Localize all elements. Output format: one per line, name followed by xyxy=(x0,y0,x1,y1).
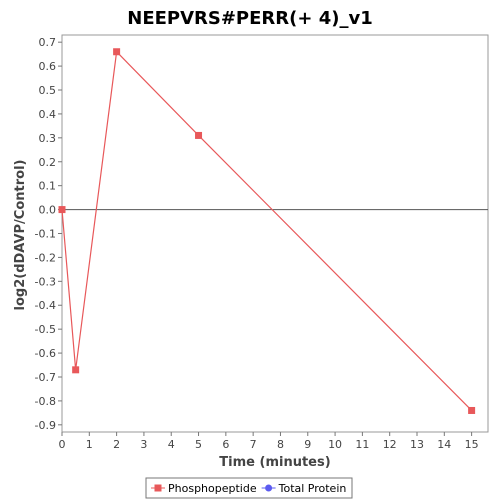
x-axis-label: Time (minutes) xyxy=(219,455,330,470)
x-tick-label: 7 xyxy=(250,438,257,451)
y-tick-label: 0.0 xyxy=(39,204,57,217)
data-point xyxy=(468,406,476,414)
x-tick-label: 12 xyxy=(383,438,397,451)
y-tick-label: 0.2 xyxy=(39,156,57,169)
data-point xyxy=(113,48,121,56)
y-tick-label: -0.4 xyxy=(35,299,56,312)
legend: Phosphopeptide Total Protein xyxy=(145,477,353,499)
legend-label: Total Protein xyxy=(278,482,347,495)
y-tick-label: 0.7 xyxy=(39,36,57,49)
y-tick-label: -0.5 xyxy=(35,323,56,336)
y-tick-label: -0.3 xyxy=(35,275,56,288)
y-tick-label: 0.3 xyxy=(39,132,57,145)
y-tick-label: 0.5 xyxy=(39,84,57,97)
plot-frame xyxy=(61,34,489,433)
x-tick-label: 1 xyxy=(86,438,93,451)
legend-label: Phosphopeptide xyxy=(168,482,257,495)
x-tick-label: 13 xyxy=(410,438,424,451)
series-layer xyxy=(58,48,476,414)
x-axis: 0 1 2 3 4 5 6 7 8 9 10 11 12 13 14 15 xyxy=(59,432,479,451)
x-tick-label: 6 xyxy=(222,438,229,451)
y-axis: 0.7 0.6 0.5 0.4 0.3 0.2 0.1 0.0 -0.1 -0.2 -0.3 -0.4… xyxy=(35,36,62,432)
y-tick-label: -0.1 xyxy=(35,228,56,241)
x-tick-label: 2 xyxy=(113,438,120,451)
y-tick-label: -0.2 xyxy=(35,251,56,264)
data-point xyxy=(72,366,80,374)
y-tick-label: 0.1 xyxy=(39,180,57,193)
y-tick-label: -0.6 xyxy=(35,347,56,360)
x-tick-label: 3 xyxy=(140,438,147,451)
x-tick-label: 0 xyxy=(59,438,66,451)
x-tick-label: 9 xyxy=(304,438,311,451)
data-point xyxy=(195,131,203,139)
x-tick-label: 11 xyxy=(355,438,369,451)
legend-item-phosphopeptide: Phosphopeptide xyxy=(151,482,257,495)
legend-item-total-protein: Total Protein xyxy=(261,482,347,495)
y-tick-label: -0.8 xyxy=(35,395,56,408)
y-tick-label: 0.4 xyxy=(39,108,57,121)
chart-title: NEEPVRS#PERR(+ 4)_v1 xyxy=(127,8,372,29)
x-tick-label: 10 xyxy=(328,438,342,451)
legend-box xyxy=(145,477,353,499)
y-tick-label: 0.6 xyxy=(39,60,57,73)
y-tick-label: -0.7 xyxy=(35,371,56,384)
x-tick-label: 5 xyxy=(195,438,202,451)
y-axis-label: log2(dDAVP/Control) xyxy=(13,160,28,311)
legend-marker-square xyxy=(154,484,162,492)
x-tick-label: 15 xyxy=(465,438,479,451)
data-point xyxy=(58,206,66,214)
x-tick-label: 4 xyxy=(168,438,175,451)
plot-area xyxy=(61,34,489,433)
x-tick-label: 8 xyxy=(277,438,284,451)
y-tick-label: -0.9 xyxy=(35,419,56,432)
legend-marker-circle xyxy=(265,484,273,492)
x-tick-label: 14 xyxy=(437,438,451,451)
